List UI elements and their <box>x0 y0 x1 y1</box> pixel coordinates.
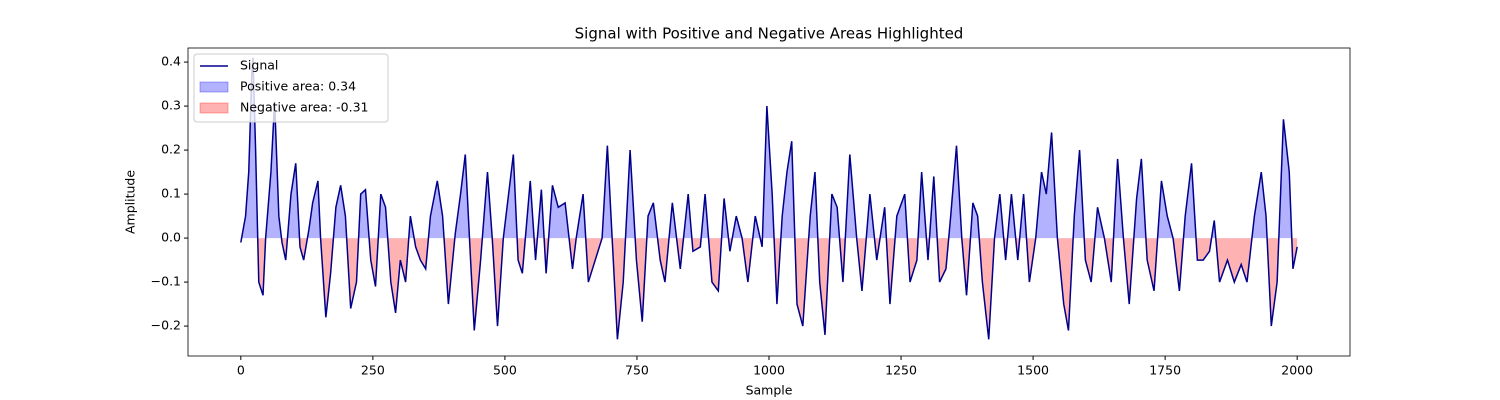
legend-label: Signal <box>240 58 278 73</box>
x-tick-label: 1500 <box>1017 363 1049 378</box>
x-tick-label: 500 <box>493 363 517 378</box>
legend-swatch <box>199 81 229 93</box>
y-tick-label: −0.2 <box>151 318 181 333</box>
x-tick-label: 750 <box>625 363 649 378</box>
x-tick-label: 0 <box>237 363 245 378</box>
x-tick-label: 1000 <box>753 363 785 378</box>
legend-label: Positive area: 0.34 <box>240 79 356 94</box>
y-tick-label: 0.0 <box>161 230 181 245</box>
y-tick-label: 0.1 <box>161 186 181 201</box>
y-axis-label: Amplitude <box>123 170 138 234</box>
legend-label: Negative area: -0.31 <box>240 100 368 115</box>
area-fill <box>240 57 1298 239</box>
signal-line <box>240 57 1298 340</box>
legend-swatch <box>199 102 229 114</box>
x-tick-label: 250 <box>361 363 385 378</box>
x-tick-label: 1250 <box>885 363 917 378</box>
legend-box <box>193 53 389 123</box>
y-tick-label: 0.4 <box>161 54 181 69</box>
y-tick-label: −0.1 <box>151 274 181 289</box>
y-tick-label: 0.3 <box>161 98 181 113</box>
x-tick-label: 1750 <box>1149 363 1181 378</box>
x-tick-label: 2000 <box>1281 363 1313 378</box>
y-tick-label: 0.2 <box>161 142 181 157</box>
x-axis-label: Sample <box>746 383 793 398</box>
chart-title: Signal with Positive and Negative Areas … <box>575 25 964 43</box>
